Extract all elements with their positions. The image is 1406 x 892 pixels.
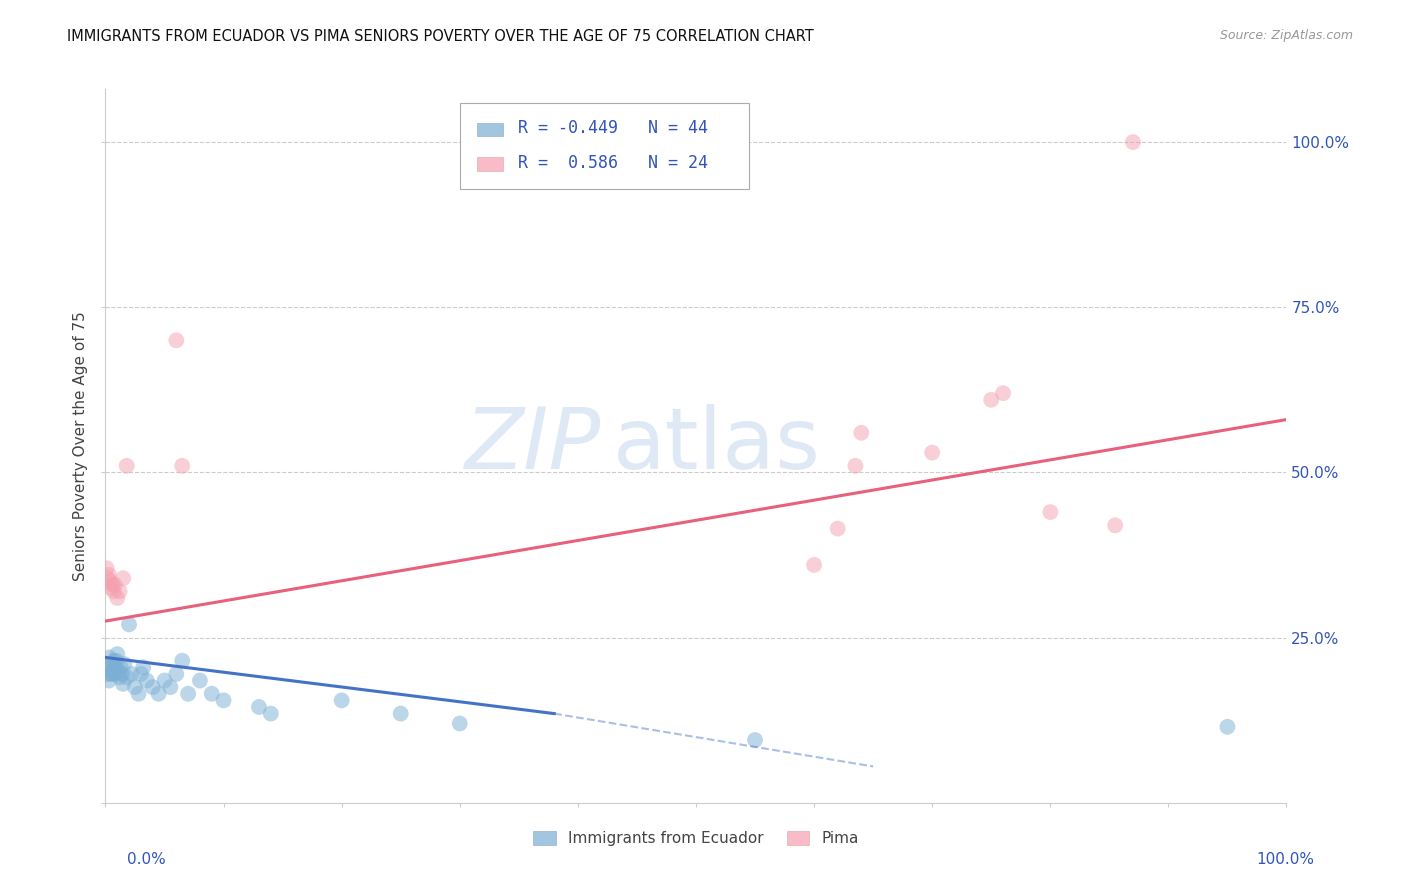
Point — [129, 667, 152, 681]
Point — [803, 558, 825, 572]
Point — [104, 667, 127, 681]
Point — [98, 673, 121, 688]
Legend: Immigrants from Ecuador, Pima: Immigrants from Ecuador, Pima — [527, 825, 865, 852]
Point — [104, 660, 127, 674]
Text: R =  0.586   N = 24: R = 0.586 N = 24 — [517, 153, 707, 171]
Point — [112, 657, 135, 671]
Text: 0.0%: 0.0% — [127, 852, 166, 867]
Point — [103, 654, 125, 668]
Point — [844, 458, 866, 473]
Point — [120, 667, 142, 681]
Point — [124, 680, 146, 694]
Point — [105, 654, 128, 668]
Point — [108, 670, 131, 684]
Point — [260, 706, 283, 721]
Point — [98, 650, 121, 665]
Point — [111, 667, 134, 681]
Point — [107, 664, 129, 678]
Bar — [478, 123, 503, 136]
Point — [97, 571, 120, 585]
Point — [165, 333, 187, 347]
Point — [100, 664, 122, 678]
Point — [449, 716, 471, 731]
Point — [105, 647, 128, 661]
Point — [115, 458, 138, 473]
Point — [212, 693, 235, 707]
Point — [1216, 720, 1239, 734]
Point — [118, 617, 141, 632]
Point — [1122, 135, 1144, 149]
FancyBboxPatch shape — [460, 103, 749, 189]
Point — [172, 654, 194, 668]
Text: IMMIGRANTS FROM ECUADOR VS PIMA SENIORS POVERTY OVER THE AGE OF 75 CORRELATION C: IMMIGRANTS FROM ECUADOR VS PIMA SENIORS … — [67, 29, 814, 44]
Point — [1039, 505, 1062, 519]
Text: Source: ZipAtlas.com: Source: ZipAtlas.com — [1219, 29, 1353, 42]
Point — [827, 522, 849, 536]
Point — [98, 667, 121, 681]
Text: ZIP: ZIP — [465, 404, 602, 488]
Point — [105, 591, 128, 605]
Point — [110, 660, 132, 674]
Point — [112, 571, 135, 585]
Point — [744, 733, 766, 747]
Point — [96, 561, 118, 575]
Point — [135, 673, 157, 688]
Point — [96, 667, 118, 681]
Point — [98, 567, 121, 582]
Point — [177, 687, 200, 701]
Point — [165, 667, 187, 681]
Text: 100.0%: 100.0% — [1257, 852, 1315, 867]
Point — [97, 660, 120, 674]
Point — [103, 584, 125, 599]
Point — [108, 584, 131, 599]
Point — [159, 680, 181, 694]
Point — [98, 574, 121, 589]
Point — [101, 667, 124, 681]
Point — [921, 445, 943, 459]
Point — [101, 578, 124, 592]
Point — [98, 657, 121, 671]
Y-axis label: Seniors Poverty Over the Age of 75: Seniors Poverty Over the Age of 75 — [73, 311, 89, 581]
Point — [851, 425, 873, 440]
Point — [188, 673, 211, 688]
Point — [330, 693, 353, 707]
Point — [132, 660, 155, 674]
Text: atlas: atlas — [613, 404, 821, 488]
Point — [104, 578, 127, 592]
Point — [148, 687, 170, 701]
Point — [980, 392, 1002, 407]
Point — [1104, 518, 1126, 533]
Bar — [478, 157, 503, 170]
Point — [153, 673, 176, 688]
Point — [172, 458, 194, 473]
Point — [128, 687, 150, 701]
Point — [115, 670, 138, 684]
Point — [201, 687, 224, 701]
Point — [389, 706, 412, 721]
Point — [112, 677, 135, 691]
Point — [247, 700, 270, 714]
Text: R = -0.449   N = 44: R = -0.449 N = 44 — [517, 120, 707, 137]
Point — [991, 386, 1014, 401]
Point — [100, 581, 122, 595]
Point — [142, 680, 165, 694]
